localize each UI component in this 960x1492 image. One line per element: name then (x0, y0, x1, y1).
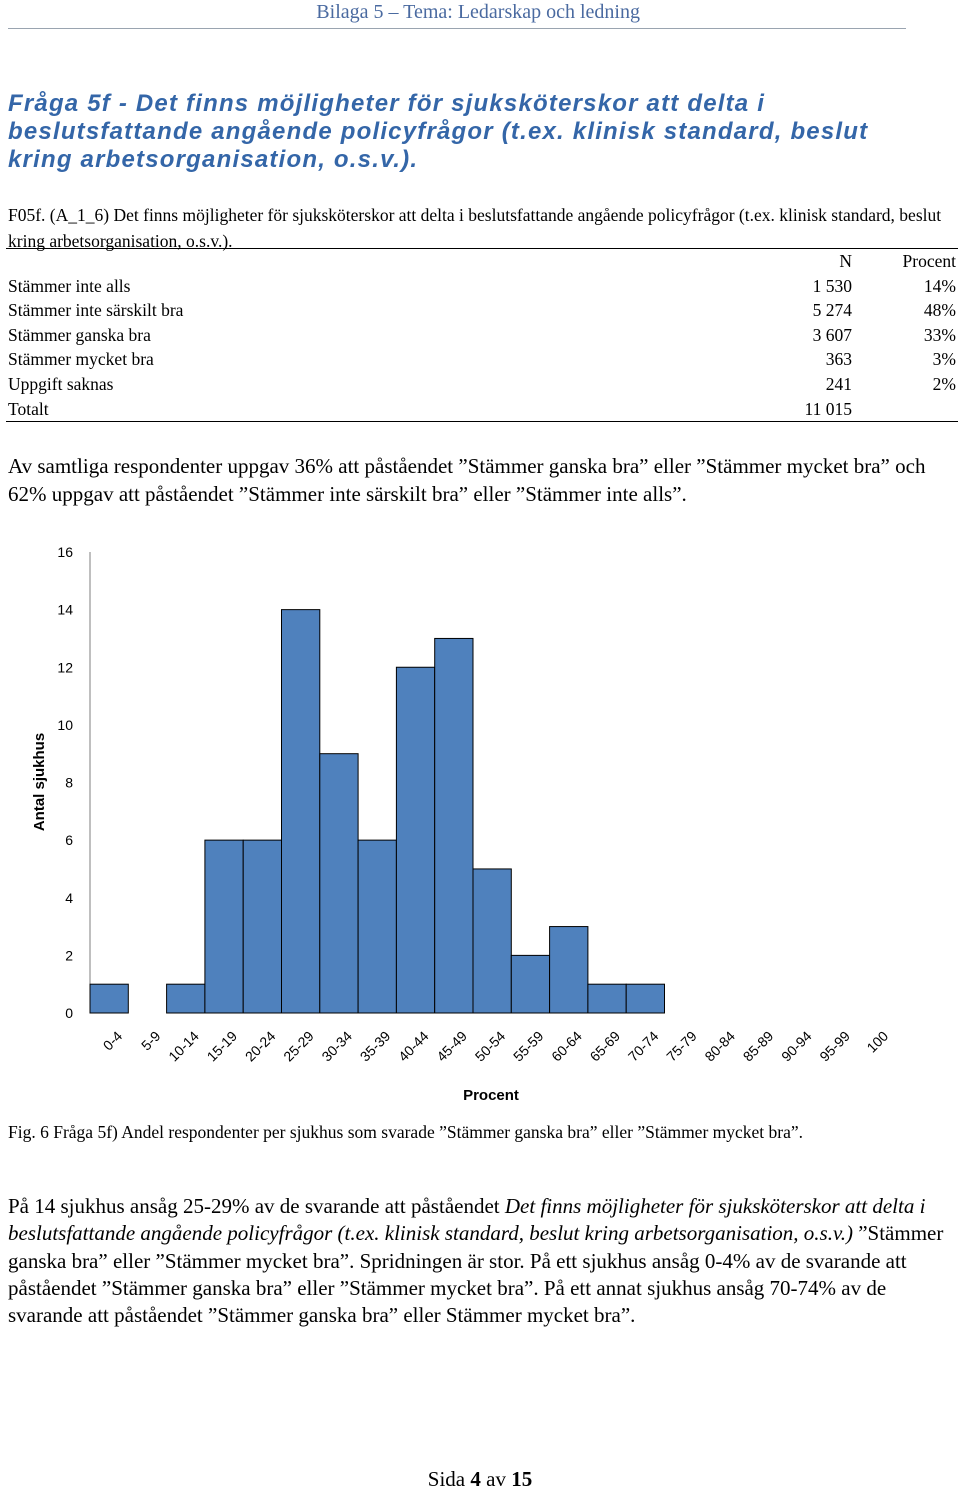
histogram-bar (434, 637, 474, 1014)
footer-page-total: 15 (511, 1467, 533, 1491)
y-tick-label: 0 (65, 1005, 73, 1021)
table-header-n: N (740, 247, 854, 274)
row-percent: 33% (923, 324, 956, 345)
row-label: Stämmer ganska bra (8, 324, 151, 345)
total-label: Totalt (6, 396, 740, 423)
histogram-bar (166, 983, 206, 1014)
x-tick-label: 0-4 (100, 1028, 126, 1054)
body-text-italic: Det finns möjligheter för sjuksköterskor… (8, 1194, 926, 1246)
page-footer: Sida 4 av 15 (0, 1467, 960, 1492)
row-label: Uppgift saknas (8, 373, 114, 394)
row-percent: 48% (923, 300, 956, 321)
row-n: 241 (825, 373, 852, 394)
table-row: Stämmer ganska bra 3 607 33% (6, 323, 958, 348)
x-tick-label: 25-29 (280, 1028, 317, 1065)
x-tick-label: 10-14 (165, 1028, 202, 1065)
histogram-bar (395, 666, 436, 1014)
table-header-percent: Procent (854, 247, 958, 274)
x-tick-label: 95-99 (816, 1028, 853, 1065)
histogram-bar (357, 839, 397, 1014)
y-tick-label: 10 (57, 717, 73, 733)
table-total-row: Totalt 11 015 (6, 396, 958, 423)
x-tick-label: 100 (863, 1028, 891, 1056)
table-caption: F05f. (A_1_6) Det finns möjligheter för … (8, 205, 942, 251)
header-divider (8, 28, 906, 29)
y-tick-label: 16 (57, 544, 73, 560)
histogram-bar (625, 983, 666, 1014)
histogram-bar (510, 954, 551, 1014)
histogram-chart: 0 2 4 6 8 10 12 14 16 0-4 5-9 10-14 15-19 20-24 25-29… (31, 544, 892, 1104)
histogram-bar (89, 983, 129, 1014)
footer-page-number: 4 (470, 1467, 481, 1491)
body-text-part: ”Stämmer ganska bra” eller ”Stämmer myck… (8, 1221, 944, 1328)
frequency-table: N Procent Stämmer inte alls 1 530 14% St… (6, 247, 958, 423)
y-tick-label: 8 (65, 775, 73, 791)
x-tick-label: 40-44 (395, 1028, 432, 1065)
x-tick-label: 55-59 (510, 1028, 547, 1065)
histogram-bar (587, 983, 627, 1014)
table-row: Stämmer inte alls 1 530 14% (6, 274, 958, 299)
total-percent (854, 396, 958, 423)
body-text-part: På 14 sjukhus ansåg 25-29% av de svarand… (8, 1194, 505, 1218)
histogram-bar (204, 839, 244, 1014)
x-tick-label: 65-69 (587, 1028, 624, 1065)
x-tick-label: 85-89 (740, 1028, 777, 1065)
y-tick-label: 14 (57, 602, 73, 618)
x-axis-title: Procent (463, 1087, 519, 1104)
y-tick-label: 12 (57, 659, 73, 675)
row-n: 5 274 (812, 300, 852, 321)
x-tick-label: 50-54 (472, 1028, 509, 1065)
x-tick-label: 70-74 (625, 1028, 662, 1065)
histogram-bar (472, 868, 512, 1014)
x-tick-labels: 0-4 5-9 10-14 15-19 20-24 25-29 30-34 35-39 40-4… (100, 1028, 892, 1065)
question-heading: Fråga 5f - Det finns möjligheter för sju… (8, 90, 869, 173)
figure-caption: Fig. 6 Fråga 5f) Andel respondenter per … (8, 1122, 804, 1142)
x-tick-label: 90-94 (778, 1028, 815, 1065)
row-percent: 2% (932, 373, 956, 394)
total-n: 11 015 (740, 396, 854, 423)
table-row: Uppgift saknas 241 2% (6, 372, 958, 397)
x-tick-label: 15-19 (204, 1028, 241, 1065)
x-tick-label: 45-49 (433, 1028, 470, 1065)
row-percent: 3% (932, 349, 956, 370)
footer-middle: av (480, 1467, 512, 1491)
y-tick-label: 6 (65, 832, 73, 848)
x-tick-label: 30-34 (318, 1028, 355, 1065)
histogram-bar (242, 839, 282, 1014)
table-row: Stämmer mycket bra 363 3% (6, 347, 958, 372)
histogram-bar (281, 609, 321, 1014)
y-axis-title: Antal sjukhus (31, 733, 48, 831)
row-label: Stämmer inte alls (8, 275, 131, 296)
row-label: Stämmer mycket bra (8, 349, 154, 370)
row-label: Stämmer inte särskilt bra (8, 300, 184, 321)
row-n: 1 530 (812, 275, 852, 296)
header-text: Bilaga 5 – Tema: Ledarskap och ledning (316, 1, 640, 23)
row-n: 363 (825, 349, 852, 370)
x-tick-label: 60-64 (548, 1028, 585, 1065)
x-tick-label: 80-84 (701, 1028, 738, 1065)
y-tick-label: 4 (65, 890, 73, 906)
row-percent: 14% (923, 275, 956, 296)
table-header-label (6, 247, 740, 274)
x-tick-label: 35-39 (357, 1028, 394, 1065)
bar-group (89, 609, 666, 1014)
x-tick-label: 20-24 (242, 1028, 279, 1065)
footer-prefix: Sida (427, 1467, 471, 1491)
x-tick-label: 5-9 (138, 1028, 164, 1054)
y-tick-label: 2 (65, 947, 73, 963)
table-row: Stämmer inte särskilt bra 5 274 48% (6, 298, 958, 323)
summary-paragraph: Av samtliga respondenter uppgav 36% att … (8, 454, 926, 506)
x-tick-label: 75-79 (663, 1028, 700, 1065)
body-paragraph: På 14 sjukhus ansåg 25-29% av de svarand… (8, 1193, 953, 1329)
page-header: Bilaga 5 – Tema: Ledarskap och ledning (316, 0, 640, 24)
table-header-row: N Procent (6, 247, 958, 274)
histogram-bar (549, 926, 589, 1014)
histogram-bar (319, 753, 359, 1014)
row-n: 3 607 (812, 324, 852, 345)
y-tick-labels: 0 2 4 6 8 10 12 14 16 (57, 544, 73, 1021)
